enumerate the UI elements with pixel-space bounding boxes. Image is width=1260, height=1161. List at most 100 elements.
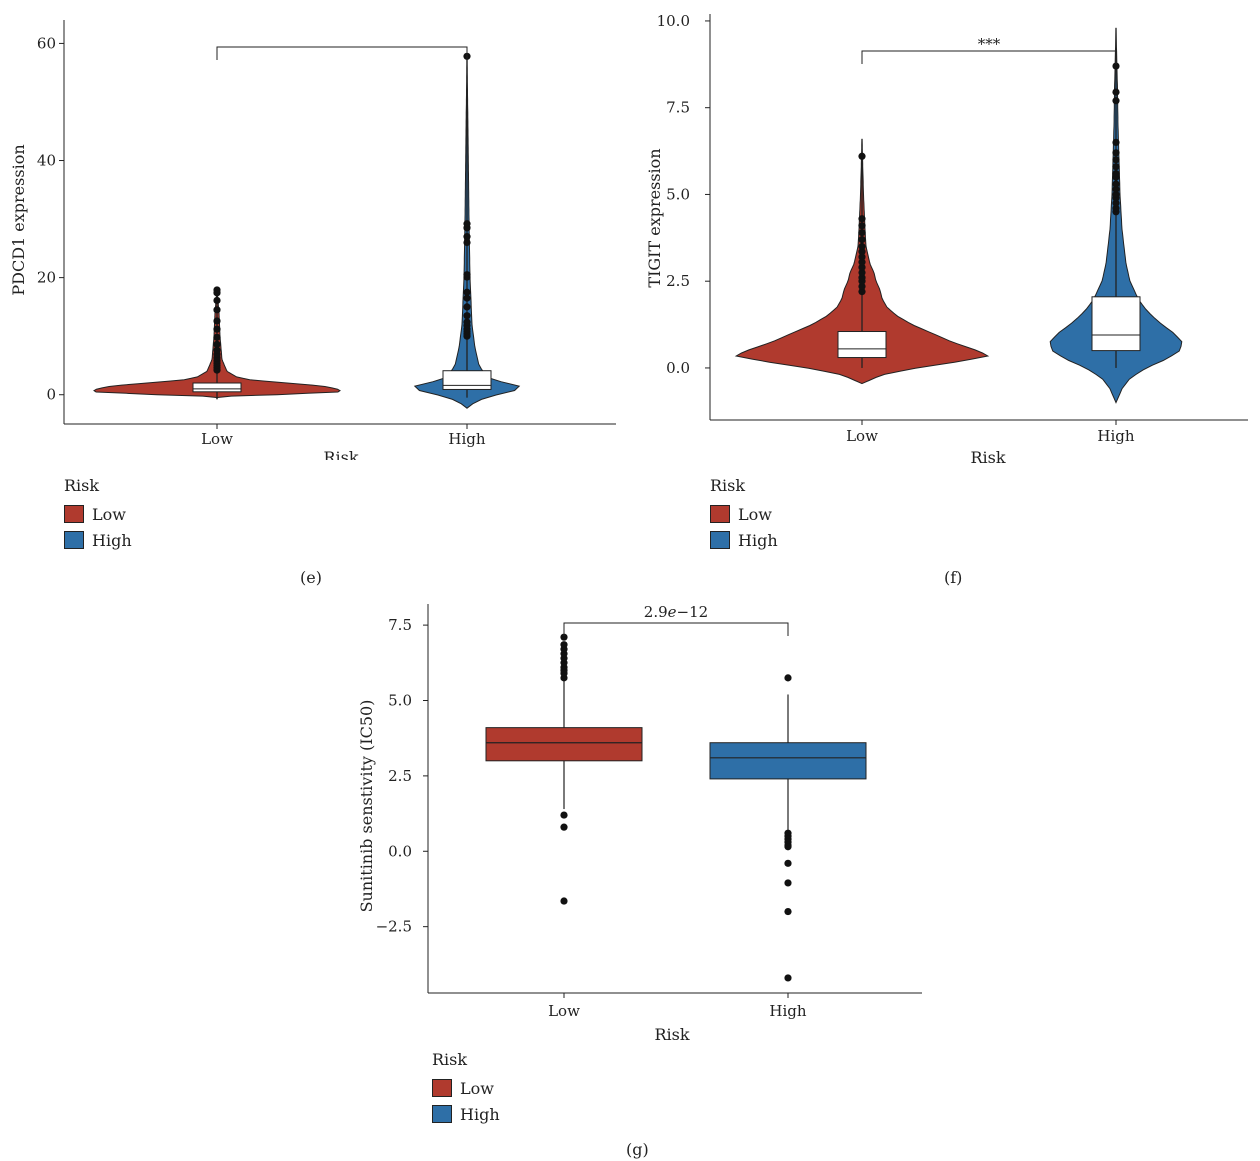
outlier-point [463,303,471,311]
outlier-point [1112,149,1120,157]
y-tick-label: 5.0 [666,185,690,203]
legend-label-high: High [92,530,132,550]
outlier-point [560,823,568,831]
chart-g-plot: −2.5 0.0 2.5 5.0 7.5 [376,604,922,998]
box-low [485,727,643,762]
chart-panel-f: 0.0 2.5 5.0 7.5 10.0 *** Low High Risk TIGIT … [630,0,1260,470]
legend-title: Risk [64,476,100,495]
outlier-point [784,879,792,887]
y-tick-label: 2.5 [388,767,412,785]
outlier-point [1112,190,1120,199]
outlier-point [858,152,866,160]
outlier-point [1112,62,1120,70]
chart-g-xlabel: Risk [654,1025,689,1044]
significance-bracket [861,50,1117,64]
outlier-point [1112,88,1120,96]
y-tick-label: 0.0 [666,359,690,377]
outlier-point [858,282,866,291]
legend-item-low: Low [432,1075,500,1101]
outlier-point [858,268,866,277]
outlier-point [463,312,471,320]
chart-f-legend: Risk Low High [710,476,778,553]
outlier-point [463,288,471,296]
chart-g-ylabel: Sunitinib senstivity (IC50) [357,700,376,913]
outlier-point [560,811,568,819]
legend-swatch-high [64,531,84,549]
chart-e-xtick-1: High [448,430,485,448]
legend-swatch-low [64,505,84,523]
box-high [442,370,492,390]
outlier-point [1112,170,1120,178]
legend-item-high: High [64,527,132,553]
legend-title: Risk [432,1050,468,1069]
outlier-point [213,346,221,354]
pvalue-exponent: −12 [677,603,709,621]
significance-bracket [216,46,468,60]
outlier-point [560,633,568,641]
chart-g-xtick-1: High [769,1002,806,1020]
y-tick-label: 0.0 [388,842,412,860]
box-high [1091,296,1141,352]
chart-e-legend: Risk Low High [64,476,132,553]
box-low [192,382,242,393]
y-tick-label: −2.5 [376,918,412,936]
chart-e-xlabel: Risk [323,448,358,460]
outlier-point [560,897,568,905]
outlier-point [784,843,792,851]
significance-bracket [563,622,789,636]
chart-g-caption: (g) [626,1140,649,1159]
y-tick-label: 60 [37,34,56,52]
chart-f-xlabel: Risk [970,448,1005,467]
outlier-point [1112,180,1120,188]
y-tick-label: 2.5 [666,272,690,290]
pvalue-e: e [668,603,677,621]
legend-item-low: Low [64,501,132,527]
outlier-point [858,222,866,230]
outlier-point [858,288,866,296]
legend-label-low: Low [92,504,126,524]
outlier-point [463,294,471,302]
y-tick-label: 7.5 [666,99,690,117]
outlier-point [213,317,221,325]
chart-f-xtick-1: High [1097,427,1134,445]
y-tick-label: 20 [37,269,56,287]
outlier-point [213,286,221,294]
outlier-point [858,215,866,223]
outlier-point [213,296,221,305]
outlier-point [463,233,471,241]
y-tick-label: 40 [37,152,56,170]
chart-g-svg: −2.5 0.0 2.5 5.0 7.5 Low High Risk Sunitinib… [357,603,922,1044]
legend-swatch-low [432,1079,452,1097]
legend-label-low: Low [738,504,772,524]
chart-g-xtick-0: Low [548,1002,580,1020]
outlier-point [858,229,866,237]
chart-f-svg: 0.0 2.5 5.0 7.5 10.0 *** Low High Risk TIGIT … [645,12,1248,467]
chart-g-legend: Risk Low High [432,1050,500,1127]
outlier-point [560,641,568,649]
y-tick-label: 5.0 [388,691,412,709]
outlier-point [858,263,866,271]
chart-e-plot: 0 20 40 60 [37,20,616,429]
outlier-point [784,859,792,867]
y-tick-label: 7.5 [388,616,412,634]
outlier-point [858,253,866,261]
outlier-point [858,235,866,244]
outlier-point [1112,163,1120,171]
outlier-point [1112,199,1120,207]
legend-label-high: High [460,1104,500,1124]
legend-item-high: High [710,527,778,553]
outlier-point [858,242,866,251]
chart-e-caption: (e) [300,568,322,587]
legend-label-low: Low [460,1078,494,1098]
pvalue-mantissa: 2.9 [644,603,668,621]
outlier-point [463,271,471,279]
y-tick-label: 0 [46,386,56,404]
outlier-point [463,220,471,228]
outlier-point [463,318,471,326]
chart-e-svg: 0 20 40 60 Low High Risk PDCD1 expression [9,20,616,467]
outlier-point [213,333,221,341]
outlier-point [784,974,792,982]
outlier-point [213,325,221,333]
chart-f-ylabel: TIGIT expression [645,148,664,287]
chart-panel-e: 0 20 40 60 Low High Risk PDCD1 expression [0,0,630,467]
